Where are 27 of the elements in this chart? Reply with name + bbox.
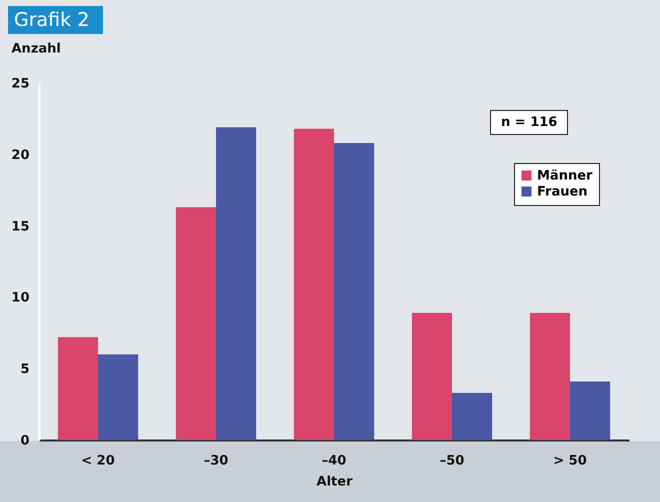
bar bbox=[570, 381, 610, 440]
bar bbox=[452, 392, 492, 440]
x-axis-title: Alter bbox=[316, 474, 354, 490]
bar bbox=[176, 207, 216, 440]
legend-label: Frauen bbox=[537, 184, 588, 200]
y-tick-label: 20 bbox=[11, 148, 30, 163]
y-tick-label: 15 bbox=[11, 219, 30, 234]
x-tick-label: < 20 bbox=[81, 454, 115, 468]
y-tick-label: 0 bbox=[20, 434, 30, 448]
bar bbox=[294, 128, 334, 440]
y-axis-title: Anzahl bbox=[12, 42, 61, 56]
bar bbox=[334, 142, 374, 440]
y-tick-label: 10 bbox=[11, 290, 30, 306]
bar bbox=[98, 354, 138, 440]
bar bbox=[530, 312, 570, 440]
legend-label: Männer bbox=[537, 168, 594, 184]
y-tick-label: 5 bbox=[20, 362, 30, 378]
x-tick-label: > 50 bbox=[553, 454, 587, 468]
bar bbox=[412, 312, 452, 440]
bar bbox=[58, 337, 98, 440]
bar bbox=[216, 127, 256, 440]
x-tick-label: –40 bbox=[322, 454, 346, 468]
annotation: n = 116 bbox=[490, 110, 568, 135]
chart-title: Grafik 2 bbox=[8, 6, 104, 34]
x-tick-label: –30 bbox=[204, 454, 228, 468]
x-tick-label: –50 bbox=[440, 454, 464, 468]
y-tick-label: 25 bbox=[11, 76, 30, 92]
